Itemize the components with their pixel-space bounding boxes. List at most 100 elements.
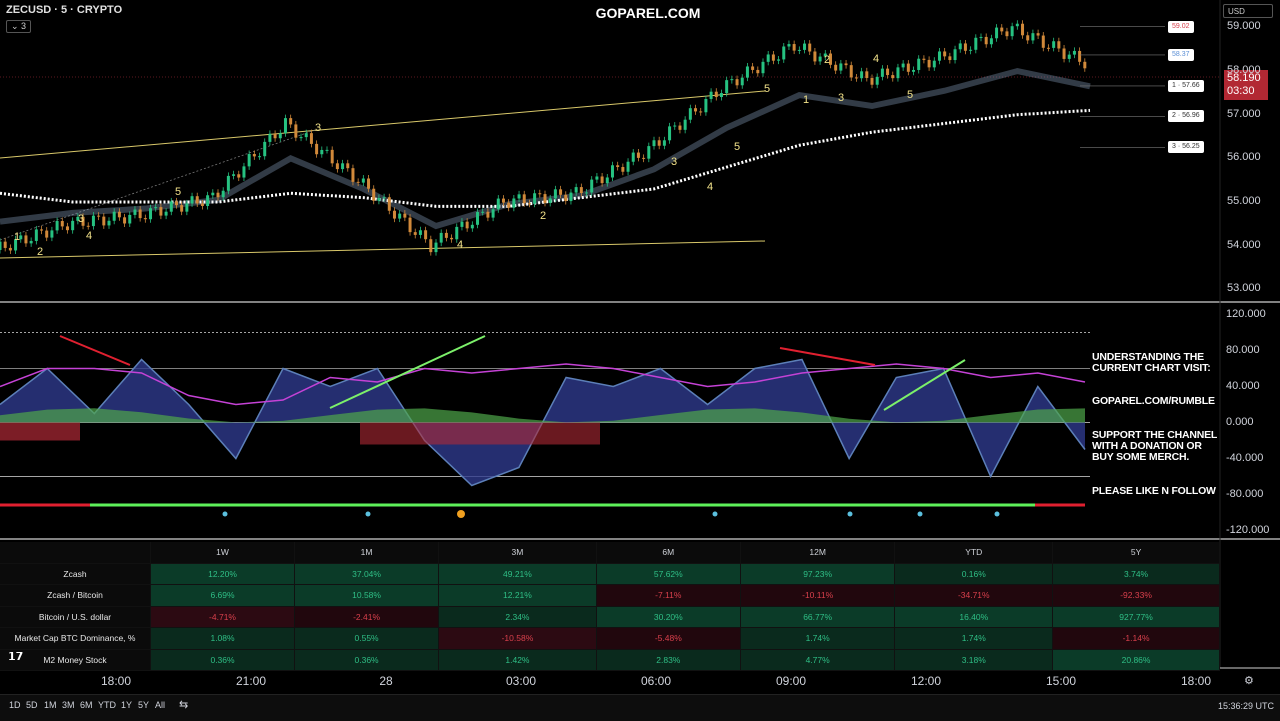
candle <box>787 44 791 47</box>
candle <box>1067 54 1071 59</box>
table-cell: 57.62% <box>596 563 741 585</box>
time-axis-tick: 15:00 <box>1045 674 1077 688</box>
candle <box>834 64 838 71</box>
price-axis-tick: 57.000 <box>1227 107 1261 120</box>
timeframe-button-6m[interactable]: 6M <box>80 700 93 710</box>
watermark: GOPAREL.COM <box>595 5 701 21</box>
candle <box>569 192 573 202</box>
info-text-chart-visit: UNDERSTANDING THE CURRENT CHART VISIT: <box>1092 351 1211 374</box>
time-axis-tick: 21:00 <box>235 674 267 688</box>
table-cell: 30.20% <box>596 606 741 628</box>
table-cell: 6.69% <box>150 584 296 607</box>
oscillator-axis-tick: 80.000 <box>1226 343 1260 356</box>
candle <box>14 239 18 251</box>
table-row-label: Bitcoin / U.S. dollar <box>0 606 151 628</box>
candle <box>522 194 526 204</box>
candle <box>372 188 376 201</box>
candle <box>1036 33 1040 36</box>
symbol-title[interactable]: ZECUSD · 5 · CRYPTO <box>6 4 123 16</box>
time-axis-tick: 12:00 <box>910 674 942 688</box>
timeframe-button-1y[interactable]: 1Y <box>121 700 133 710</box>
table-cell: 4.77% <box>740 649 896 671</box>
candle <box>444 232 448 238</box>
collapse-indicators-button[interactable]: ⌄ 3 <box>6 20 32 33</box>
candle <box>745 66 749 78</box>
wave-label: 3 <box>78 213 84 225</box>
candle <box>278 133 282 139</box>
candle <box>226 175 230 191</box>
price-axis-tick: 59.000 <box>1227 20 1261 33</box>
candle <box>159 207 163 216</box>
candle <box>725 80 729 94</box>
table-corner <box>0 542 151 564</box>
candle <box>854 77 858 79</box>
candle <box>424 230 428 240</box>
candle <box>616 165 620 168</box>
performance-table: 1W 1M 3M 6M 12M YTD 5Y Zcash 12.20% 37.04% 49.21% 5… <box>0 542 1220 671</box>
candle <box>932 60 936 68</box>
table-header: 1W <box>150 542 296 564</box>
currency-selector[interactable]: USD <box>1223 4 1273 18</box>
candle <box>694 108 698 112</box>
money-flow-area-negative <box>360 422 600 445</box>
table-cell: 12.20% <box>150 563 296 585</box>
info-text-support: SUPPORT THE CHANNEL WITH A DONATION OR B… <box>1092 429 1217 463</box>
settings-gear-icon[interactable]: ⚙ <box>1244 675 1254 687</box>
money-flow-line <box>0 363 1086 406</box>
time-axis-tick: 18:00 <box>1180 674 1212 688</box>
table-row: Zcash / Bitcoin 6.69% 10.58% 12.21% -7.11% -1… <box>0 584 1220 607</box>
candle <box>668 126 672 141</box>
candle <box>55 221 59 231</box>
utc-clock[interactable]: 15:36:29 UTC <box>1218 701 1275 711</box>
candle <box>642 157 646 159</box>
oscillator-axis-tick: 0.000 <box>1226 415 1254 428</box>
candle <box>128 214 132 224</box>
money-flow-area-negative <box>0 422 80 441</box>
candle <box>631 152 635 162</box>
candle <box>751 66 755 70</box>
timeframe-button-1d[interactable]: 1D <box>9 700 21 710</box>
candle <box>19 235 23 240</box>
candle <box>1083 61 1087 69</box>
candle <box>688 108 692 120</box>
trend-line <box>0 90 766 159</box>
candle <box>455 226 459 240</box>
candle <box>740 77 744 86</box>
candle <box>610 165 614 178</box>
timeframe-button-ytd[interactable]: YTD <box>98 700 116 710</box>
candle <box>434 242 438 253</box>
candle <box>543 194 547 203</box>
oscillator-axis-tick: 120.000 <box>1226 307 1266 320</box>
timeframe-button-1m[interactable]: 1M <box>44 700 57 710</box>
candle <box>392 210 396 219</box>
candle <box>839 63 843 71</box>
timeframe-button-5y[interactable]: 5Y <box>138 700 150 710</box>
table-cell: -2.41% <box>294 606 440 628</box>
candle <box>86 225 90 227</box>
timeframe-button-all[interactable]: All <box>155 700 166 710</box>
candle <box>1046 47 1050 49</box>
table-cell: -10.58% <box>438 627 597 650</box>
candle <box>1026 35 1030 41</box>
candle <box>860 71 864 79</box>
date-range-icon[interactable]: ⇆ <box>179 699 189 711</box>
signal-dot <box>847 511 853 517</box>
trend-line <box>0 240 766 259</box>
candle <box>398 213 402 219</box>
candle <box>309 133 313 144</box>
candle <box>65 226 69 231</box>
candle <box>107 220 111 226</box>
time-axis-tick: 28 <box>379 674 393 688</box>
candle <box>605 177 609 184</box>
timeframe-button-3m[interactable]: 3M <box>62 700 75 710</box>
candle <box>294 124 298 138</box>
candle <box>771 54 775 61</box>
timeframe-button-5d[interactable]: 5D <box>26 700 38 710</box>
table-cell: 10.58% <box>294 584 440 607</box>
candle <box>906 63 910 72</box>
bar-countdown: 03:30 <box>1227 85 1255 97</box>
candle <box>315 143 319 155</box>
candle <box>0 241 2 250</box>
tradingview-logo-icon[interactable]: 𝟭𝟳 <box>8 651 24 663</box>
